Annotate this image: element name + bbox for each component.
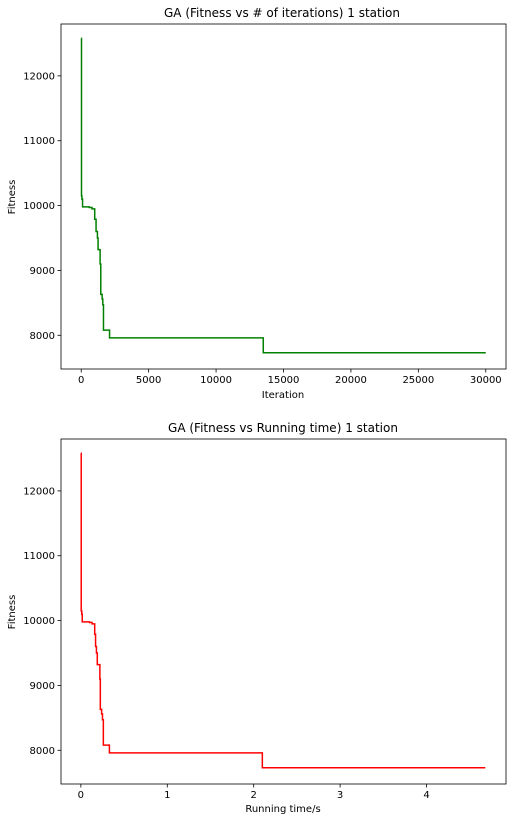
y-axis-ticks: 8000 9000 10000 11000 12000: [23, 486, 61, 757]
chart-title: GA (Fitness vs # of iterations) 1 statio…: [164, 6, 400, 20]
x-axis-label: Running time/s: [245, 804, 320, 815]
y-tick-label: 9000: [30, 681, 55, 692]
y-tick-label: 9000: [30, 266, 55, 277]
y-axis-label: Fitness: [7, 595, 18, 630]
chart-title: GA (Fitness vs Running time) 1 station: [168, 421, 398, 435]
plot-frame: [60, 23, 507, 370]
x-tick-label: 15000: [268, 375, 300, 386]
x-tick-label: 30000: [470, 375, 502, 386]
x-tick-label: 5000: [136, 375, 161, 386]
x-tick-label: 1: [164, 790, 170, 801]
running-time-chart: GA (Fitness vs Running time) 1 station 0…: [7, 421, 507, 815]
x-axis-label: Iteration: [262, 390, 304, 401]
x-tick-label: 0: [78, 790, 84, 801]
x-axis-ticks: 0 1 2 3 4: [78, 784, 430, 801]
y-tick-label: 8000: [30, 746, 55, 757]
series-layer: [80, 452, 486, 769]
x-tick-label: 2: [251, 790, 257, 801]
x-tick-label: 20000: [335, 375, 367, 386]
plot-frame: [60, 438, 507, 785]
y-tick-label: 12000: [23, 486, 55, 497]
x-axis-ticks: 0 5000 10000 15000 20000 25000 30000: [78, 369, 502, 386]
y-tick-label: 11000: [23, 136, 55, 147]
x-tick-label: 4: [423, 790, 429, 801]
y-axis-ticks: 8000 9000 10000 11000 12000: [23, 71, 61, 342]
series-line: [80, 37, 486, 354]
x-tick-label: 10000: [200, 375, 232, 386]
x-tick-label: 0: [78, 375, 84, 386]
y-tick-label: 10000: [23, 616, 55, 627]
y-tick-label: 8000: [30, 331, 55, 342]
series-layer: [80, 37, 486, 354]
series-line: [80, 452, 486, 769]
y-tick-label: 12000: [23, 71, 55, 82]
y-tick-label: 10000: [23, 201, 55, 212]
y-tick-label: 11000: [23, 551, 55, 562]
x-tick-label: 25000: [402, 375, 434, 386]
iterations-chart: GA (Fitness vs # of iterations) 1 statio…: [7, 6, 507, 401]
x-tick-label: 3: [337, 790, 343, 801]
y-axis-label: Fitness: [7, 180, 18, 215]
